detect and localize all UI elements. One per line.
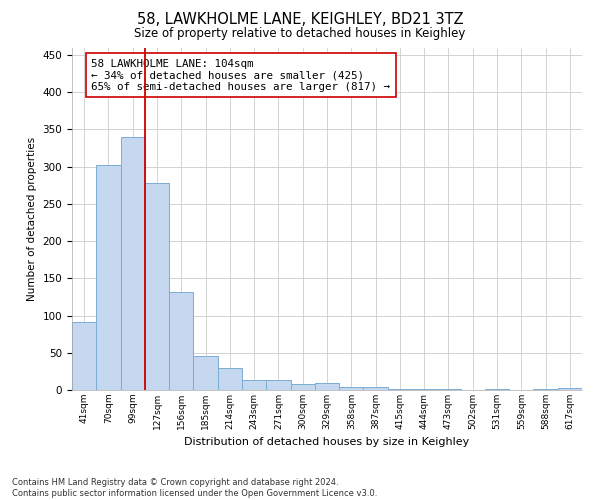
Bar	[339, 387, 364, 390]
Text: Size of property relative to detached houses in Keighley: Size of property relative to detached ho…	[134, 28, 466, 40]
X-axis label: Distribution of detached houses by size in Keighley: Distribution of detached houses by size …	[184, 438, 470, 448]
Bar	[121, 137, 145, 390]
Bar	[558, 388, 582, 390]
Text: Contains HM Land Registry data © Crown copyright and database right 2024.
Contai: Contains HM Land Registry data © Crown c…	[12, 478, 377, 498]
Bar	[388, 388, 412, 390]
Bar	[266, 380, 290, 390]
Bar	[218, 368, 242, 390]
Bar	[315, 384, 339, 390]
Bar	[533, 388, 558, 390]
Bar	[290, 384, 315, 390]
Text: 58, LAWKHOLME LANE, KEIGHLEY, BD21 3TZ: 58, LAWKHOLME LANE, KEIGHLEY, BD21 3TZ	[137, 12, 463, 28]
Y-axis label: Number of detached properties: Number of detached properties	[27, 136, 37, 301]
Bar	[193, 356, 218, 390]
Bar	[364, 387, 388, 390]
Bar	[96, 165, 121, 390]
Bar	[145, 183, 169, 390]
Bar	[242, 380, 266, 390]
Bar	[169, 292, 193, 390]
Bar	[72, 322, 96, 390]
Text: 58 LAWKHOLME LANE: 104sqm
← 34% of detached houses are smaller (425)
65% of semi: 58 LAWKHOLME LANE: 104sqm ← 34% of detac…	[91, 58, 391, 92]
Bar	[412, 388, 436, 390]
